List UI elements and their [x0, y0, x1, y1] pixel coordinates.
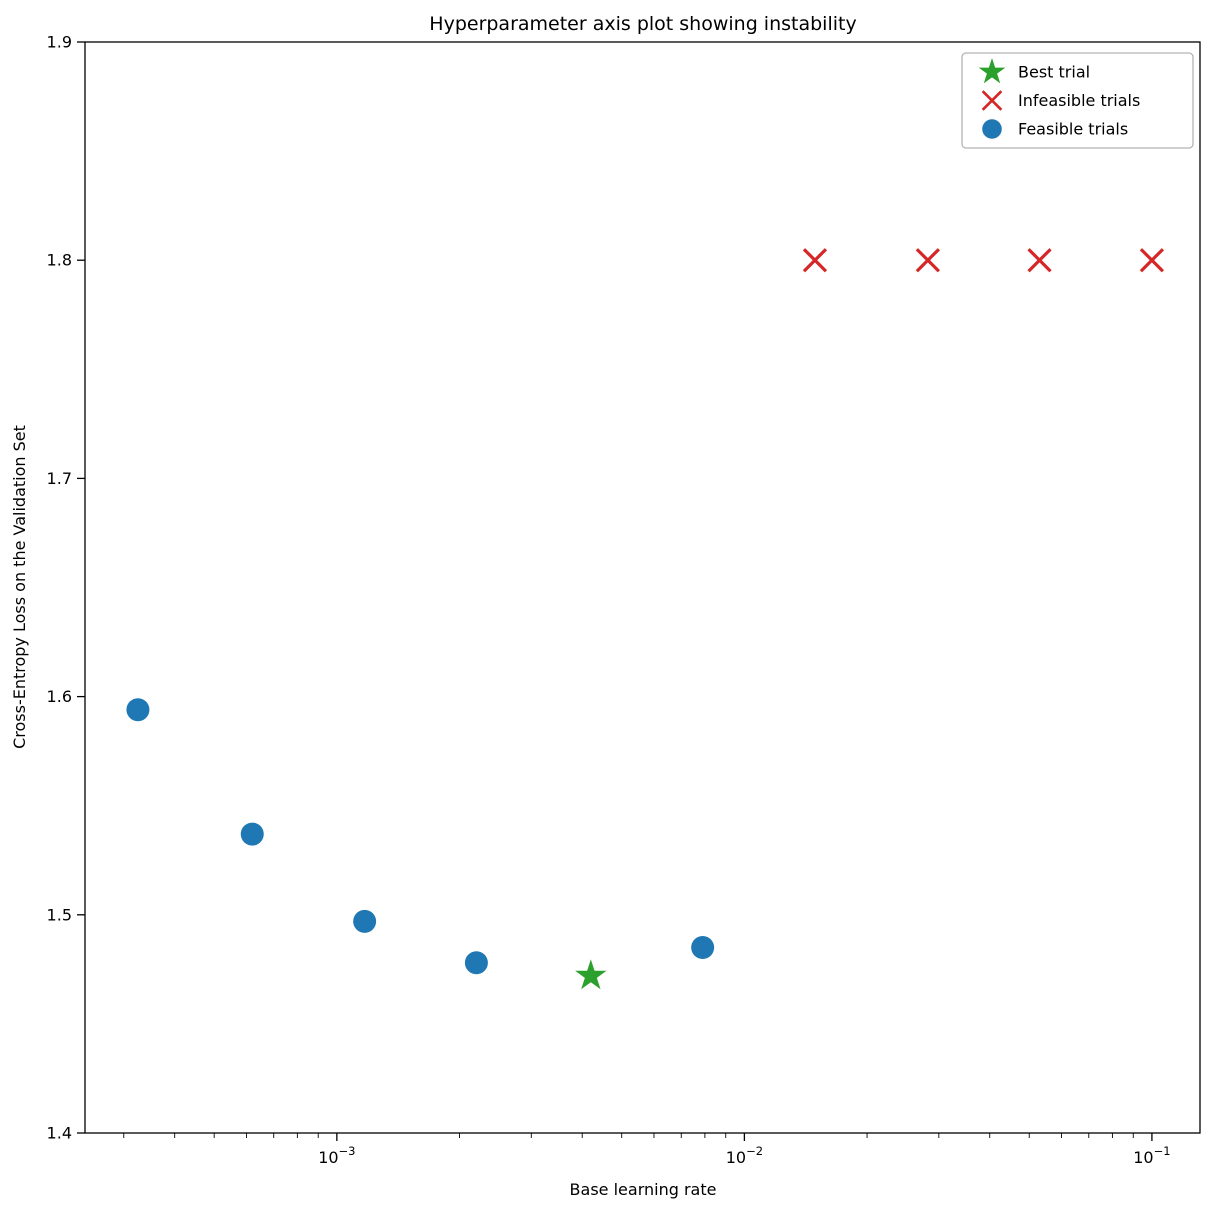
- legend-marker-x-icon: [981, 90, 1003, 111]
- y-tick-label: 1.7: [47, 469, 72, 488]
- y-tick-label: 1.4: [47, 1124, 72, 1143]
- y-tick-label: 1.6: [47, 687, 72, 706]
- data-point-feasible: [126, 698, 150, 722]
- data-point-feasible: [240, 822, 264, 846]
- y-tick-label: 1.8: [47, 251, 72, 270]
- data-point-best: [575, 959, 607, 990]
- legend-item: Best trial: [978, 57, 1090, 84]
- data-point-infeasible: [802, 248, 828, 273]
- x-tick-label: 10−1: [1133, 1144, 1170, 1167]
- data-points-layer: [126, 248, 1165, 990]
- chart-title: Hyperparameter axis plot showing instabi…: [429, 13, 856, 35]
- legend: Best trial Infeasible trials Feasible tria…: [961, 52, 1194, 149]
- data-point-feasible: [353, 909, 377, 933]
- legend-item-label: Best trial: [1018, 63, 1090, 82]
- y-axis-label: Cross-Entropy Loss on the Validation Set: [10, 425, 29, 749]
- legend-item-label: Feasible trials: [1018, 120, 1128, 139]
- data-point-infeasible: [1027, 248, 1052, 273]
- y-tick-label: 1.5: [47, 905, 72, 924]
- legend-marker-star-icon: [978, 57, 1006, 84]
- plot-border: [84, 41, 1201, 1134]
- legend-item: Infeasible trials: [981, 90, 1140, 111]
- legend-marker-circle-icon: [982, 119, 1002, 139]
- plot-area: 1.4 1.5 1.6 1.7 1.8 1.9 10−3 10−2 10−1: [47, 33, 1201, 1167]
- legend-item: Feasible trials: [982, 119, 1128, 139]
- data-point-feasible: [691, 936, 715, 960]
- data-point-infeasible: [1139, 248, 1165, 273]
- x-axis-label: Base learning rate: [570, 1180, 717, 1199]
- legend-item-label: Infeasible trials: [1018, 91, 1140, 110]
- y-tick-label: 1.9: [47, 33, 72, 52]
- x-tick-label: 10−3: [318, 1144, 355, 1167]
- data-point-feasible: [464, 951, 488, 975]
- x-tick-label: 10−2: [726, 1144, 763, 1167]
- legend-box: [961, 52, 1194, 149]
- data-point-infeasible: [915, 248, 941, 273]
